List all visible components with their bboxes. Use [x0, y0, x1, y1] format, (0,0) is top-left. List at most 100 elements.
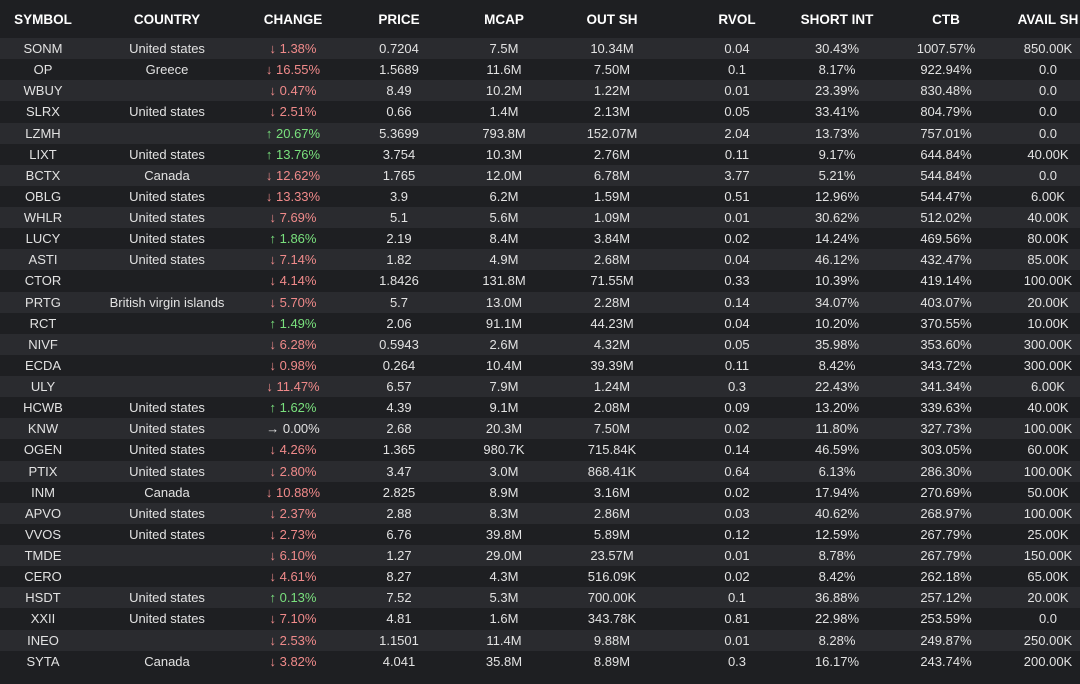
cell-short-int: 30.62% [798, 207, 876, 229]
cell-price: 4.81 [338, 608, 460, 630]
cell-out-sh: 10.34M [548, 38, 676, 60]
table-row[interactable]: INM Canada ↓ 10.88% 2.825 8.9M 3.16M 0.02 17.94… [0, 481, 1080, 503]
cell-ctb: 419.14% [876, 270, 1016, 292]
cell-mcap: 4.3M [460, 566, 548, 588]
table-row[interactable]: LZMH ↑ 20.67% 5.3699 793.8M 152.07M 2.04 13.73… [0, 122, 1080, 144]
cell-out-sh: 44.23M [548, 312, 676, 334]
cell-out-sh: 23.57M [548, 545, 676, 567]
table-row[interactable]: ULY ↓ 11.47% 6.57 7.9M 1.24M 0.3 22.43% 341.34%… [0, 376, 1080, 398]
cell-symbol: ULY [0, 376, 86, 398]
cell-price: 1.27 [338, 545, 460, 567]
table-row[interactable]: CTOR ↓ 4.14% 1.8426 131.8M 71.55M 0.33 10.39% 4… [0, 270, 1080, 292]
cell-short-int: 16.17% [798, 650, 876, 672]
cell-short-int: 8.42% [798, 566, 876, 588]
table-row[interactable]: BCTX Canada ↓ 12.62% 1.765 12.0M 6.78M 3.77 5.2… [0, 164, 1080, 186]
cell-short-int: 40.62% [798, 502, 876, 524]
cell-symbol: INM [0, 481, 86, 503]
cell-change: ↓ 16.55% [248, 59, 338, 81]
column-header-short-int[interactable]: SHORT INT [798, 0, 876, 38]
table-row[interactable]: KNW United states → 0.00% 2.68 20.3M 7.50M 0.0… [0, 418, 1080, 440]
table-row[interactable]: SYTA Canada ↓ 3.82% 4.041 35.8M 8.89M 0.3 16.17… [0, 650, 1080, 672]
cell-mcap: 35.8M [460, 650, 548, 672]
column-header-change[interactable]: CHANGE [248, 0, 338, 38]
cell-change: ↓ 6.10% [248, 545, 338, 567]
cell-out-sh: 2.68M [548, 249, 676, 271]
table-row[interactable]: OBLG United states ↓ 13.33% 3.9 6.2M 1.59M 0.5… [0, 185, 1080, 207]
cell-avail-sh: 0.0 [1016, 80, 1080, 102]
table-row[interactable]: ECDA ↓ 0.98% 0.264 10.4M 39.39M 0.11 8.42% 343.… [0, 354, 1080, 376]
cell-country: United states [86, 101, 248, 123]
table-row[interactable]: ASTI United states ↓ 7.14% 1.82 4.9M 2.68M 0.0… [0, 249, 1080, 271]
cell-out-sh: 700.00K [548, 587, 676, 609]
cell-symbol: INEO [0, 629, 86, 651]
table-row[interactable]: INEO ↓ 2.53% 1.1501 11.4M 9.88M 0.01 8.28% 249.… [0, 629, 1080, 651]
cell-symbol: SLRX [0, 101, 86, 123]
cell-short-int: 46.12% [798, 249, 876, 271]
table-row[interactable]: RCT ↑ 1.49% 2.06 91.1M 44.23M 0.04 10.20% 370.5… [0, 312, 1080, 334]
table-row[interactable]: HCWB United states ↑ 1.62% 4.39 9.1M 2.08M 0.0… [0, 397, 1080, 419]
cell-rvol: 0.51 [676, 185, 798, 207]
column-header-mcap[interactable]: MCAP [460, 0, 548, 38]
cell-avail-sh: 20.00K [1016, 587, 1080, 609]
cell-price: 2.19 [338, 228, 460, 250]
cell-change: ↑ 1.86% [248, 228, 338, 250]
cell-country: United states [86, 523, 248, 545]
cell-mcap: 1.6M [460, 608, 548, 630]
table-row[interactable]: PTIX United states ↓ 2.80% 3.47 3.0M 868.41K 0… [0, 460, 1080, 482]
table-row[interactable]: LUCY United states ↑ 1.86% 2.19 8.4M 3.84M 0.0… [0, 228, 1080, 250]
table-row[interactable]: OGEN United states ↓ 4.26% 1.365 980.7K 715.8… [0, 439, 1080, 461]
cell-rvol: 0.02 [676, 481, 798, 503]
cell-ctb: 757.01% [876, 122, 1016, 144]
cell-change: ↑ 1.62% [248, 397, 338, 419]
table-row[interactable]: APVO United states ↓ 2.37% 2.88 8.3M 2.86M 0.0… [0, 502, 1080, 524]
table-row[interactable]: NIVF ↓ 6.28% 0.5943 2.6M 4.32M 0.05 35.98% 353.… [0, 333, 1080, 355]
column-header-rvol[interactable]: RVOL [676, 0, 798, 38]
cell-price: 5.3699 [338, 122, 460, 144]
cell-mcap: 10.4M [460, 354, 548, 376]
table-row[interactable]: VVOS United states ↓ 2.73% 6.76 39.8M 5.89M 0.… [0, 523, 1080, 545]
table-row[interactable]: HSDT United states ↑ 0.13% 7.52 5.3M 700.00K 0… [0, 587, 1080, 609]
cell-symbol: WHLR [0, 207, 86, 229]
cell-ctb: 262.18% [876, 566, 1016, 588]
cell-country: Canada [86, 164, 248, 186]
cell-ctb: 327.73% [876, 418, 1016, 440]
cell-ctb: 830.48% [876, 80, 1016, 102]
column-header-country[interactable]: COUNTRY [86, 0, 248, 38]
column-header-ctb[interactable]: CTB [876, 0, 1016, 38]
cell-symbol: APVO [0, 502, 86, 524]
column-header-price[interactable]: PRICE [338, 0, 460, 38]
table-row[interactable]: WBUY ↓ 0.47% 8.49 10.2M 1.22M 0.01 23.39% 830.4… [0, 80, 1080, 102]
table-row[interactable]: OP Greece ↓ 16.55% 1.5689 11.6M 7.50M 0.1 8.17%… [0, 59, 1080, 81]
cell-short-int: 34.07% [798, 291, 876, 313]
cell-price: 2.825 [338, 481, 460, 503]
cell-avail-sh: 300.00K [1016, 333, 1080, 355]
cell-out-sh: 2.28M [548, 291, 676, 313]
cell-avail-sh: 100.00K [1016, 502, 1080, 524]
cell-rvol: 0.12 [676, 523, 798, 545]
cell-change: ↓ 11.47% [248, 376, 338, 398]
cell-mcap: 91.1M [460, 312, 548, 334]
cell-ctb: 403.07% [876, 291, 1016, 313]
cell-symbol: PRTG [0, 291, 86, 313]
column-header-out-sh[interactable]: OUT SH [548, 0, 676, 38]
table-row[interactable]: PRTG British virgin islands ↓ 5.70% 5.7 13.0… [0, 291, 1080, 313]
column-header-symbol[interactable]: SYMBOL [0, 0, 86, 38]
table-row[interactable]: CERO ↓ 4.61% 8.27 4.3M 516.09K 0.02 8.42% 262.1… [0, 566, 1080, 588]
cell-price: 4.041 [338, 650, 460, 672]
table-row[interactable]: LIXT United states ↑ 13.76% 3.754 10.3M 2.76M… [0, 143, 1080, 165]
cell-rvol: 0.11 [676, 354, 798, 376]
table-row[interactable]: SLRX United states ↓ 2.51% 0.66 1.4M 2.13M 0.0… [0, 101, 1080, 123]
table-row[interactable]: WHLR United states ↓ 7.69% 5.1 5.6M 1.09M 0.01… [0, 207, 1080, 229]
table-row[interactable]: SONM United states ↓ 1.38% 0.7204 7.5M 10.34M… [0, 38, 1080, 60]
table-row[interactable]: XXII United states ↓ 7.10% 4.81 1.6M 343.78K 0… [0, 608, 1080, 630]
cell-ctb: 804.79% [876, 101, 1016, 123]
cell-ctb: 544.47% [876, 185, 1016, 207]
column-header-avail-sh[interactable]: AVAIL SH [1016, 0, 1080, 38]
table-row[interactable]: TMDE ↓ 6.10% 1.27 29.0M 23.57M 0.01 8.78% 267.7… [0, 545, 1080, 567]
cell-price: 3.754 [338, 143, 460, 165]
cell-short-int: 14.24% [798, 228, 876, 250]
cell-mcap: 11.6M [460, 59, 548, 81]
cell-change: ↑ 0.13% [248, 587, 338, 609]
cell-ctb: 432.47% [876, 249, 1016, 271]
